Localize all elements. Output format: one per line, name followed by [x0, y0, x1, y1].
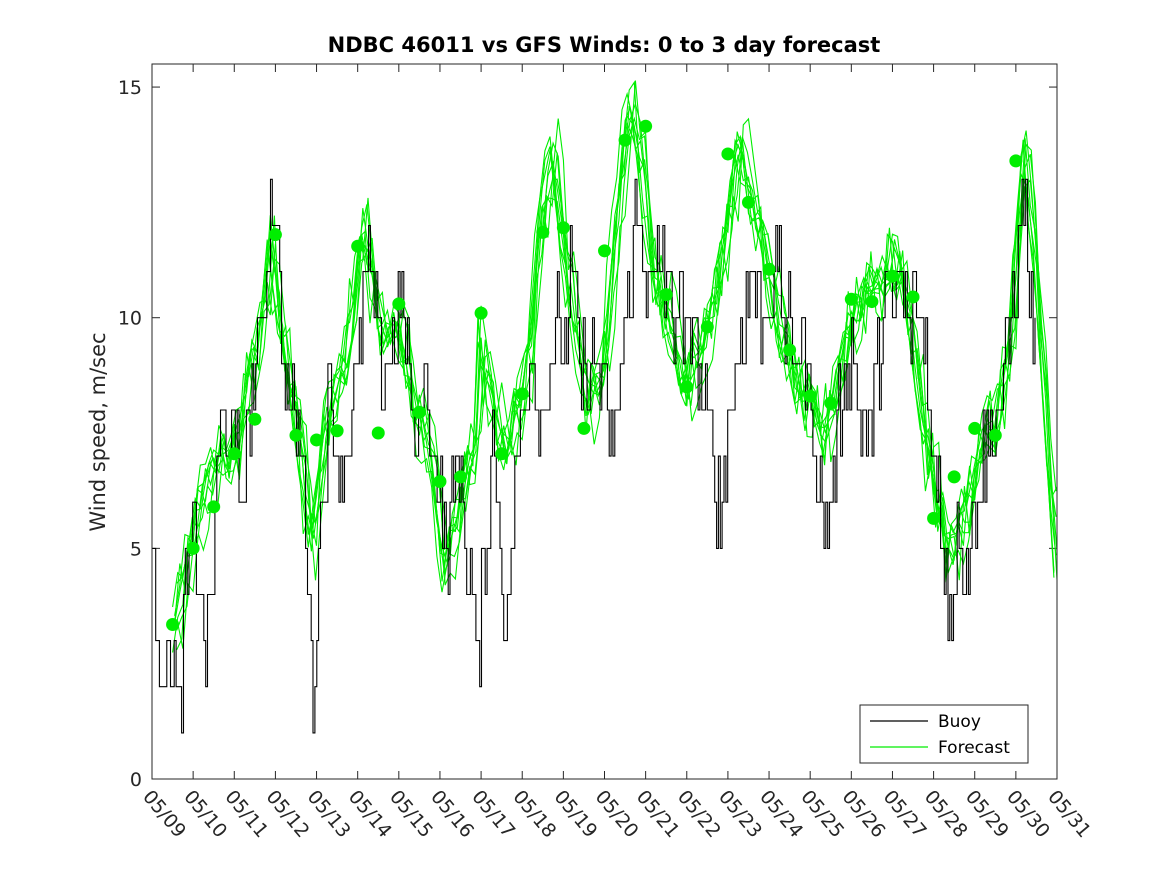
- x-tick-label: 05/17: [467, 786, 519, 842]
- forecast-marker: [865, 295, 879, 309]
- forecast-series-line: [176, 80, 1057, 651]
- buoy-series-line: [152, 178, 1036, 734]
- x-tick-label: 05/14: [344, 786, 396, 842]
- y-tick-label: 5: [130, 538, 142, 560]
- forecast-series-line: [176, 116, 1057, 631]
- x-tick-label: 05/29: [961, 786, 1013, 842]
- x-tick-label: 05/10: [179, 786, 231, 842]
- x-tick-label: 05/23: [714, 786, 766, 842]
- forecast-marker: [885, 269, 899, 283]
- forecast-marker: [968, 421, 982, 435]
- forecast-marker: [1009, 154, 1023, 168]
- forecast-series-line: [176, 105, 1057, 584]
- forecast-marker: [824, 396, 838, 410]
- x-tick-label: 05/31: [1043, 786, 1095, 842]
- forecast-series-line: [174, 121, 1055, 616]
- x-tick-label: 05/13: [303, 786, 355, 842]
- forecast-marker: [330, 424, 344, 438]
- chart-title: NDBC 46011 vs GFS Winds: 0 to 3 day fore…: [328, 33, 881, 57]
- legend-label-forecast: Forecast: [938, 738, 1010, 758]
- y-tick-label: 15: [118, 77, 142, 99]
- forecast-marker: [762, 262, 776, 276]
- forecast-marker: [227, 447, 241, 461]
- forecast-marker: [988, 428, 1002, 442]
- forecast-marker: [680, 380, 694, 394]
- forecast-marker: [186, 541, 200, 555]
- legend-box: [859, 704, 1029, 764]
- forecast-marker: [207, 500, 221, 514]
- forecast-marker: [268, 228, 282, 242]
- x-tick-label: 05/25: [796, 786, 848, 842]
- forecast-marker: [639, 119, 653, 133]
- forecast-marker: [598, 244, 611, 258]
- forecast-marker: [906, 290, 920, 304]
- x-tick-label: 05/28: [920, 786, 972, 842]
- forecast-marker: [289, 428, 303, 442]
- forecast-marker: [536, 225, 550, 239]
- x-tick-label: 05/12: [262, 786, 314, 842]
- forecast-marker: [721, 147, 735, 161]
- forecast-marker: [454, 470, 468, 484]
- plot-frame: [151, 63, 1058, 780]
- forecast-marker: [392, 297, 406, 311]
- x-tick-label: 05/15: [385, 786, 437, 842]
- x-tick-label: 05/09: [138, 786, 190, 842]
- forecast-marker: [618, 133, 632, 147]
- forecast-marker: [741, 195, 755, 209]
- x-tick-label: 05/26: [837, 786, 889, 842]
- forecast-marker: [927, 511, 941, 525]
- x-tick-label: 05/27: [879, 786, 931, 842]
- x-tick-label: 05/22: [673, 786, 725, 842]
- x-tick-label: 05/18: [508, 786, 560, 842]
- forecast-marker: [556, 221, 570, 235]
- y-axis-label: Wind speed, m/sec: [86, 332, 110, 531]
- forecast-marker: [515, 387, 529, 401]
- series-layer: [152, 80, 1057, 734]
- forecast-marker: [371, 426, 385, 440]
- x-tick-label: 05/16: [426, 786, 478, 842]
- forecast-marker: [783, 343, 797, 357]
- forecast-marker: [844, 292, 858, 306]
- forecast-marker: [474, 306, 488, 320]
- forecast-marker: [310, 433, 324, 447]
- y-tick-label: 0: [130, 769, 142, 791]
- x-tick-label: 05/30: [1002, 786, 1054, 842]
- x-tick-label: 05/21: [632, 786, 684, 842]
- forecast-marker: [947, 470, 961, 484]
- forecast-marker: [803, 389, 817, 403]
- forecast-marker: [351, 239, 365, 253]
- x-tick-label: 05/19: [550, 786, 602, 842]
- x-tick-label: 05/24: [755, 786, 807, 842]
- forecast-marker: [495, 447, 509, 461]
- forecast-marker: [700, 320, 714, 334]
- legend-label-buoy: Buoy: [938, 712, 981, 732]
- x-tick-label: 05/20: [591, 786, 643, 842]
- legend: Buoy Forecast: [859, 704, 1029, 764]
- forecast-marker: [412, 405, 426, 419]
- forecast-series-line: [172, 80, 1057, 649]
- x-tick-label: 05/11: [220, 786, 272, 842]
- y-tick-label: 10: [118, 308, 142, 330]
- forecast-marker: [577, 421, 591, 435]
- tick-layer: [151, 64, 1058, 780]
- forecast-marker: [659, 288, 673, 302]
- forecast-marker: [248, 412, 262, 426]
- forecast-marker: [166, 617, 180, 631]
- forecast-marker: [433, 474, 447, 488]
